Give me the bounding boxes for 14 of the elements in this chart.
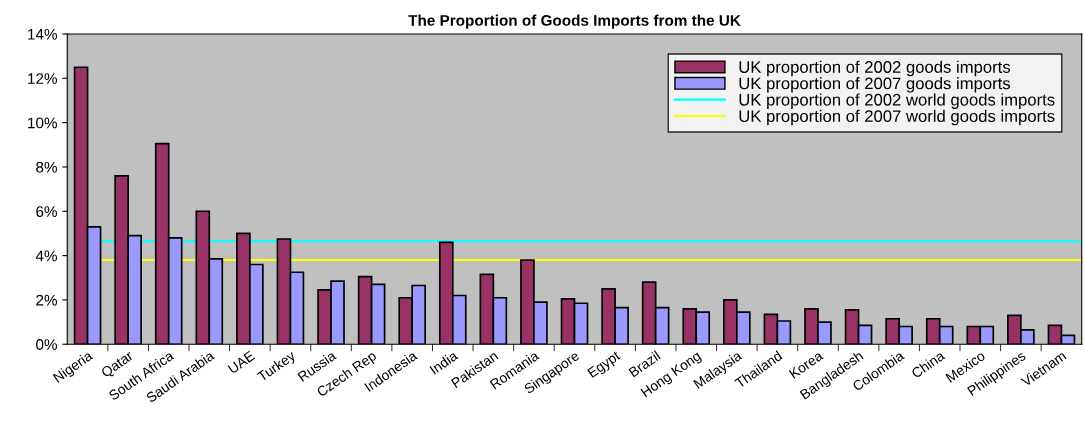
y-tick-label: 12%	[28, 73, 58, 84]
y-tick-label: 4%	[35, 250, 57, 262]
legend-label: UK proportion of 2002 world goods imports	[739, 93, 1055, 109]
legend-label: UK proportion of 2007 goods imports	[739, 77, 1011, 93]
legend-label: UK proportion of 2007 world goods imports	[739, 109, 1055, 126]
x-tick-label: UAE	[227, 350, 256, 374]
y-tick-label: 14%	[28, 28, 58, 40]
chart-title: The Proportion of Goods Imports from the UK	[408, 14, 741, 29]
y-tick-label: 8%	[36, 161, 57, 173]
y-tick-label: 6%	[36, 206, 57, 217]
y-tick-label: 10%	[28, 117, 58, 129]
legend-label: UK proportion of 2002 goods imports	[739, 60, 1011, 77]
y-tick-label: 2%	[36, 294, 57, 306]
y-tick-label: 0%	[36, 339, 57, 350]
